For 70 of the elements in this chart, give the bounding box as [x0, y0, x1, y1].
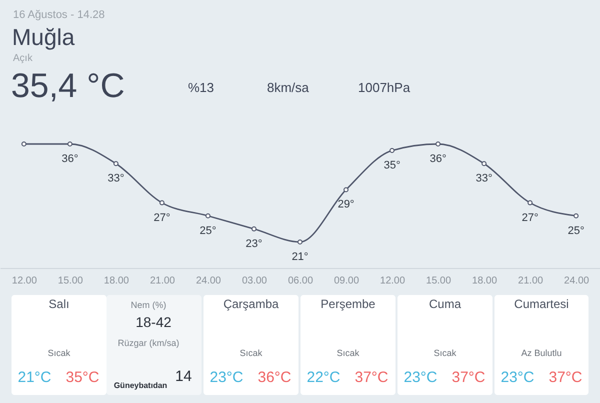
x-tick-label: 18.00 — [472, 276, 498, 286]
data-label: 25° — [568, 224, 584, 237]
data-label: 27° — [522, 212, 538, 224]
text: Az Bulutlu — [521, 348, 562, 358]
text: 23°C — [210, 369, 244, 386]
text: Çarşamba — [223, 297, 279, 311]
text: Rüzgar (km/sa) — [118, 338, 180, 348]
text: Cuma — [428, 297, 462, 311]
text: Açık — [13, 53, 34, 64]
point — [390, 148, 395, 154]
text: Güneybatıdan — [114, 381, 168, 390]
point — [436, 142, 441, 146]
point — [528, 200, 533, 206]
x-tick-label: 18.00 — [104, 276, 130, 286]
text: Muğla — [12, 24, 75, 50]
text: Salı — [48, 297, 70, 311]
data-label: 35° — [384, 160, 400, 172]
text: Sıcak — [240, 348, 263, 358]
data-label: 27° — [154, 212, 170, 224]
point — [298, 240, 302, 244]
text: 35°C — [66, 369, 100, 386]
point — [251, 226, 256, 232]
x-tick-label: 12.00 — [12, 276, 38, 286]
text: 37°C — [354, 369, 388, 386]
text: Nem (%) — [130, 300, 166, 310]
x-tick-label: 03.00 — [242, 276, 268, 286]
point — [574, 213, 579, 218]
x-tick-label: 06.00 — [288, 276, 314, 286]
text: 37°C — [548, 369, 582, 386]
data-label: 25° — [200, 224, 216, 237]
text: Cumartesi — [514, 297, 569, 311]
data-label: 33° — [476, 172, 492, 185]
data-label: 36° — [62, 153, 78, 165]
text: Sıcak — [434, 348, 457, 358]
point — [113, 161, 118, 166]
point — [67, 142, 72, 146]
point — [21, 142, 26, 146]
text: 18-42 — [136, 314, 172, 330]
text: %13 — [188, 80, 214, 95]
text: 1007hPa — [358, 80, 411, 95]
x-tick-label: 12.00 — [380, 276, 406, 286]
text: 23°C — [500, 369, 534, 386]
text: 35,4 °C — [11, 67, 125, 105]
text: 22°C — [306, 369, 340, 386]
data-label: 29° — [338, 198, 354, 211]
data-label: 23° — [246, 238, 262, 250]
text: 8km/sa — [267, 80, 310, 95]
point — [159, 200, 164, 206]
text: Sıcak — [336, 348, 360, 358]
x-tick-label: 24.00 — [564, 276, 590, 286]
x-tick-label: 15.00 — [58, 276, 84, 286]
x-tick-label: 09.00 — [334, 276, 360, 286]
x-tick-label: 24.00 — [196, 276, 222, 286]
point — [344, 187, 349, 192]
x-tick-label: 15.00 — [426, 276, 452, 286]
point — [205, 213, 210, 218]
text: 37°C — [452, 369, 486, 386]
data-label: 33° — [108, 172, 124, 185]
text: Perşembe — [320, 297, 376, 311]
x-tick-label: 21.00 — [150, 276, 176, 286]
text: 16 Ağustos - 14.28 — [13, 9, 105, 21]
text: 21°C — [18, 369, 52, 386]
text: 14 — [175, 368, 192, 385]
data-label: 36° — [430, 153, 446, 165]
x-tick-label: 21.00 — [518, 276, 544, 286]
text: Sıcak — [48, 348, 71, 358]
data-label: 21° — [292, 251, 308, 263]
point — [482, 161, 487, 166]
text: 23°C — [404, 369, 438, 386]
text: 36°C — [258, 369, 292, 386]
